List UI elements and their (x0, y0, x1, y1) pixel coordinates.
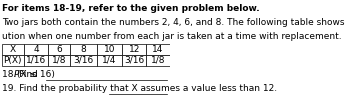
Bar (48, 44, 70, 55)
Text: (X ≤ 16): (X ≤ 16) (17, 70, 54, 79)
Text: P: P (14, 70, 19, 79)
Text: 8: 8 (81, 45, 86, 54)
Bar (48, 55, 70, 66)
Text: 3/16: 3/16 (124, 56, 144, 65)
Text: 6: 6 (57, 45, 62, 54)
Text: X: X (10, 45, 16, 54)
Text: 14: 14 (152, 45, 164, 54)
Bar (146, 44, 170, 55)
Text: 1/16: 1/16 (26, 56, 46, 65)
Bar (2, 55, 24, 66)
Text: 18. Find: 18. Find (2, 70, 41, 79)
Bar (97, 44, 122, 55)
Bar (70, 44, 97, 55)
Text: P(X): P(X) (3, 56, 22, 65)
Text: For items 18-19, refer to the given problem below.: For items 18-19, refer to the given prob… (2, 4, 260, 13)
Bar (24, 44, 48, 55)
Bar (146, 55, 170, 66)
Text: Two jars both contain the numbers 2, 4, 6, and 8. The following table shows the : Two jars both contain the numbers 2, 4, … (2, 18, 347, 27)
Bar (2, 44, 24, 55)
Text: ution when one number from each jar is taken at a time with replacement.: ution when one number from each jar is t… (2, 32, 341, 42)
Text: 1/4: 1/4 (102, 56, 117, 65)
Bar (70, 55, 97, 66)
Text: 1/8: 1/8 (52, 56, 67, 65)
Text: 19. Find the probability that X assumes a value less than 12.: 19. Find the probability that X assumes … (2, 84, 277, 93)
Text: 12: 12 (128, 45, 140, 54)
Bar (122, 55, 146, 66)
Text: 1/8: 1/8 (151, 56, 165, 65)
Text: 4: 4 (33, 45, 39, 54)
Bar (122, 44, 146, 55)
Bar (97, 55, 122, 66)
Text: 3/16: 3/16 (74, 56, 94, 65)
Bar (24, 55, 48, 66)
Text: 10: 10 (104, 45, 115, 54)
